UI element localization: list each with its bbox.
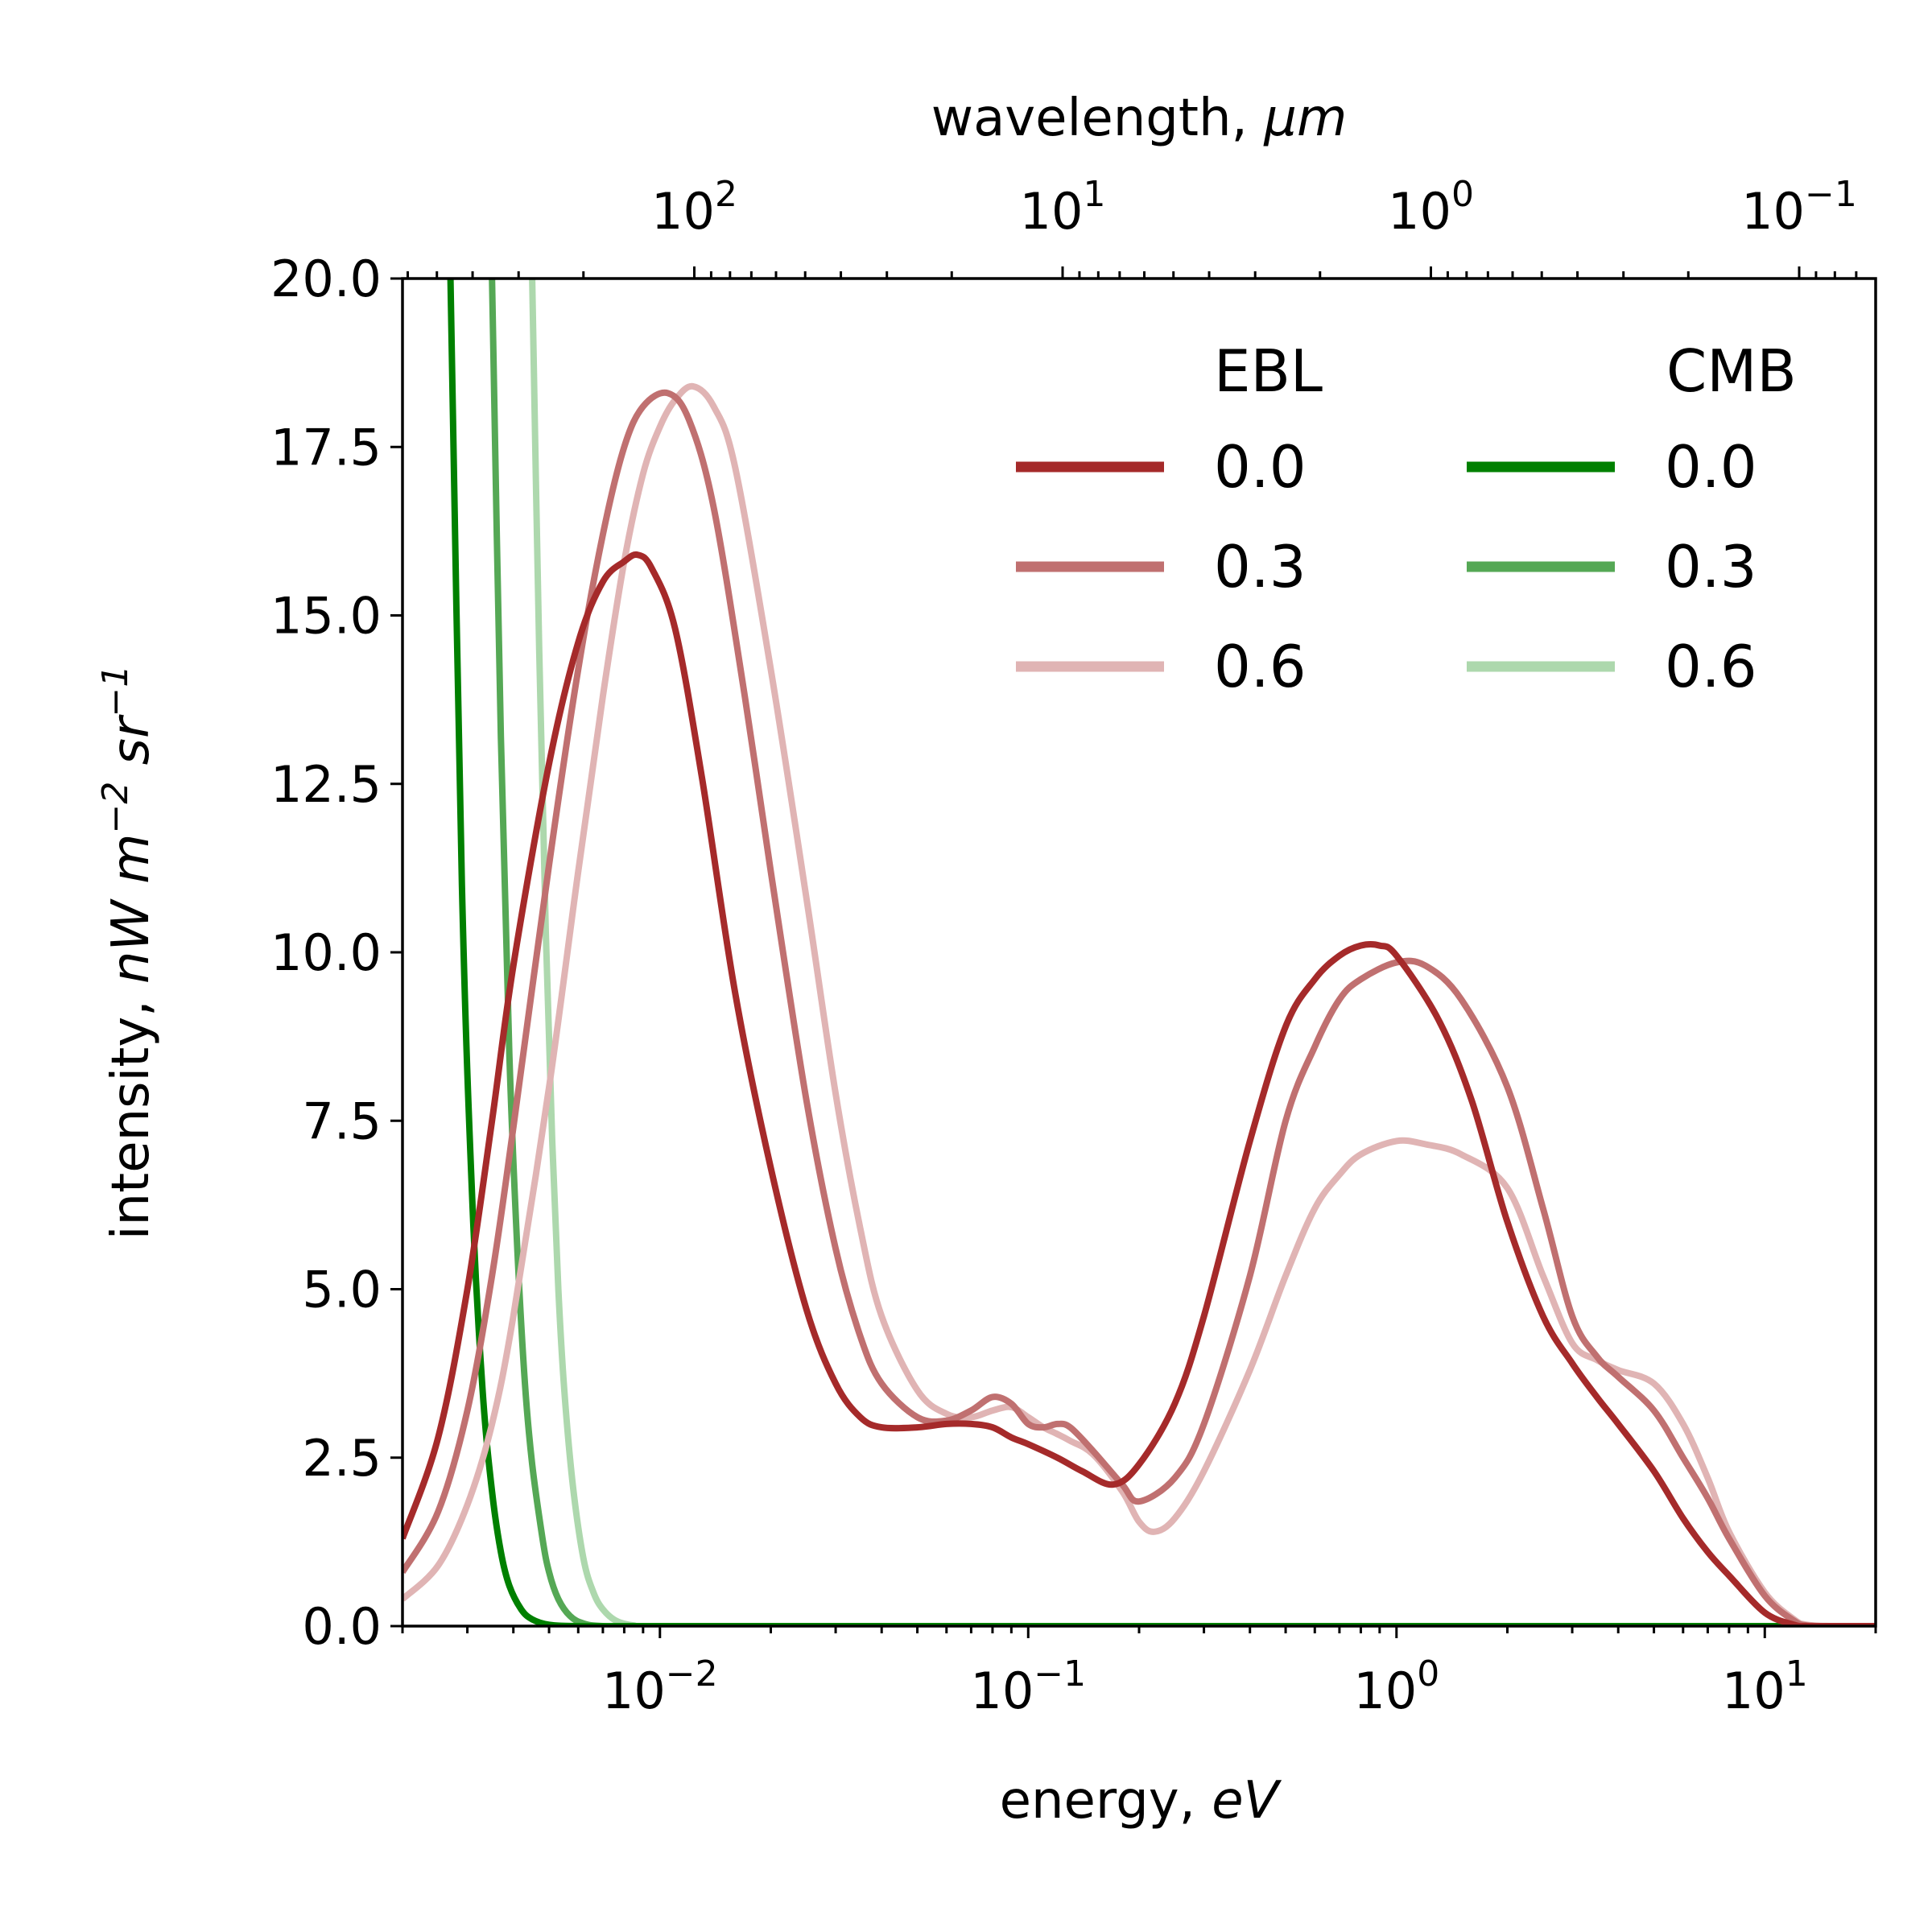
y-tick-label: 2.5 xyxy=(302,1429,382,1488)
y-tick-label: 7.5 xyxy=(302,1092,382,1150)
series-line-ebl-0 xyxy=(402,551,1876,1626)
series-line-cmb-3 xyxy=(447,279,1876,1626)
legend-ebl-title: EBL xyxy=(1214,337,1323,405)
legend-cmb-title: CMB xyxy=(1666,337,1797,405)
series-line-ebl-1 xyxy=(402,389,1876,1626)
x-axis-title: energy, eV xyxy=(1000,1771,1282,1831)
y-tick-label: 17.5 xyxy=(270,418,382,477)
y-tick-label: 15.0 xyxy=(270,587,382,646)
y-tick-label: 12.5 xyxy=(270,755,382,814)
legend-label-cmb-2: 0.6 xyxy=(1665,633,1757,700)
top-tick-label: 102 xyxy=(651,174,737,241)
y-tick-label: 10.0 xyxy=(270,923,382,982)
legend-label-cmb-1: 0.3 xyxy=(1665,533,1757,601)
series-line-ebl-2 xyxy=(402,382,1876,1626)
ticks-layer: 0.0 2.5 5.0 7.5 10.0 12.5 15.0 17.5 20.0 10−2 10−1… xyxy=(270,174,1877,1720)
x-tick-label: 101 xyxy=(1722,1653,1808,1720)
top-tick-label: 10−1 xyxy=(1741,174,1857,241)
top-tick-label: 100 xyxy=(1388,174,1474,241)
x-tick-label: 100 xyxy=(1353,1653,1439,1720)
legend-label-ebl-1: 0.3 xyxy=(1214,533,1307,601)
y-tick-label: 5.0 xyxy=(302,1261,382,1319)
y-axis-title: intensity, nW m−2 sr−1 xyxy=(95,665,161,1240)
x-tick-label: 10−1 xyxy=(970,1653,1086,1720)
legend-label-cmb-0: 0.0 xyxy=(1665,433,1757,501)
x-tick-label: 10−2 xyxy=(602,1653,718,1720)
top-x-axis-title: wavelength, μm xyxy=(931,89,1348,148)
plot-frame xyxy=(401,277,1877,1628)
legend-label-ebl-0: 0.0 xyxy=(1214,433,1307,501)
legend: EBL CMB 0.0 0.3 0.6 0.0 0.3 0.6 xyxy=(1016,337,1797,700)
legend-label-ebl-2: 0.6 xyxy=(1214,633,1307,700)
y-tick-label: 0.0 xyxy=(302,1597,382,1656)
top-tick-label: 101 xyxy=(1020,174,1106,241)
y-tick-label: 20.0 xyxy=(270,250,382,308)
